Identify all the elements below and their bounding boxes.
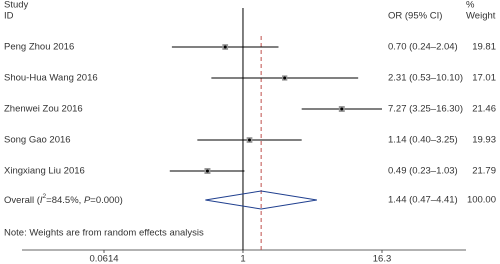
effect-label: 7.27 (3.25–16.30): [388, 104, 463, 115]
effect-label: 2.31 (0.53–10.10): [388, 73, 463, 84]
overall-effect-label: 1.44 (0.47–4.41): [388, 195, 458, 206]
point-estimate: [248, 138, 252, 142]
overall-label-part: P: [84, 195, 91, 206]
x-tick-label: 16.3: [373, 254, 392, 264]
overall-label-part: 2: [43, 193, 47, 200]
overall-label-part: I: [40, 195, 43, 206]
point-estimate: [340, 107, 344, 111]
header-effect: OR (95% CI): [388, 11, 442, 22]
overall-label: Overall (I2=84.5%, P=0.000): [4, 193, 123, 205]
study-name: Zhenwei Zou 2016: [4, 104, 83, 115]
overall-label-part: Overall (: [4, 195, 41, 206]
overall-weight-label: 100.00: [467, 195, 496, 206]
x-tick-label: 1: [240, 254, 245, 264]
effect-label: 0.70 (0.24–2.04): [388, 42, 458, 53]
weight-label: 19.81: [472, 42, 496, 53]
x-tick-label: 0.0614: [89, 254, 118, 264]
weight-label: 21.79: [472, 166, 496, 177]
overall-diamond: [205, 190, 317, 210]
weight-label: 17.01: [472, 73, 496, 84]
study-name: Shou-Hua Wang 2016: [4, 73, 98, 84]
header-weight: Weight: [466, 11, 496, 22]
header-id: ID: [4, 11, 14, 22]
study-name: Song Gao 2016: [4, 135, 71, 146]
weight-label: 19.93: [472, 135, 496, 146]
header-study: Study: [4, 0, 29, 11]
effect-label: 1.14 (0.40–3.25): [388, 135, 458, 146]
overall-label-part: =0.000): [90, 195, 123, 206]
study-name: Xingxiang Liu 2016: [4, 166, 85, 177]
effect-label: 0.49 (0.23–1.03): [388, 166, 458, 177]
point-estimate: [205, 169, 209, 173]
overall-label-part: =84.5%,: [46, 195, 84, 206]
weight-label: 21.46: [472, 104, 496, 115]
point-estimate: [223, 45, 227, 49]
note: Note: Weights are from random effects an…: [4, 228, 204, 239]
header-pct: %: [466, 0, 475, 11]
point-estimate: [283, 76, 287, 80]
study-name: Peng Zhou 2016: [4, 42, 74, 53]
